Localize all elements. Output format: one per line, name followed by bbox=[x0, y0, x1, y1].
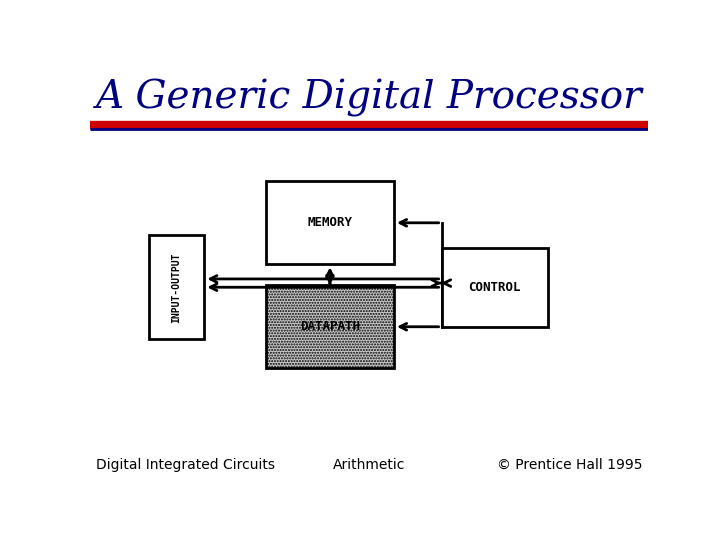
Text: MEMORY: MEMORY bbox=[307, 217, 353, 230]
Text: A Generic Digital Processor: A Generic Digital Processor bbox=[96, 79, 642, 117]
Text: DATAPATH: DATAPATH bbox=[300, 320, 360, 333]
Text: Digital Integrated Circuits: Digital Integrated Circuits bbox=[96, 458, 274, 472]
Text: © Prentice Hall 1995: © Prentice Hall 1995 bbox=[497, 458, 642, 472]
Bar bbox=[266, 181, 394, 265]
Text: CONTROL: CONTROL bbox=[468, 281, 521, 294]
Text: Arithmetic: Arithmetic bbox=[333, 458, 405, 472]
Text: INPUT-OUTPUT: INPUT-OUTPUT bbox=[171, 252, 181, 322]
Bar bbox=[148, 235, 204, 339]
Bar bbox=[266, 285, 394, 368]
Bar bbox=[441, 248, 548, 327]
